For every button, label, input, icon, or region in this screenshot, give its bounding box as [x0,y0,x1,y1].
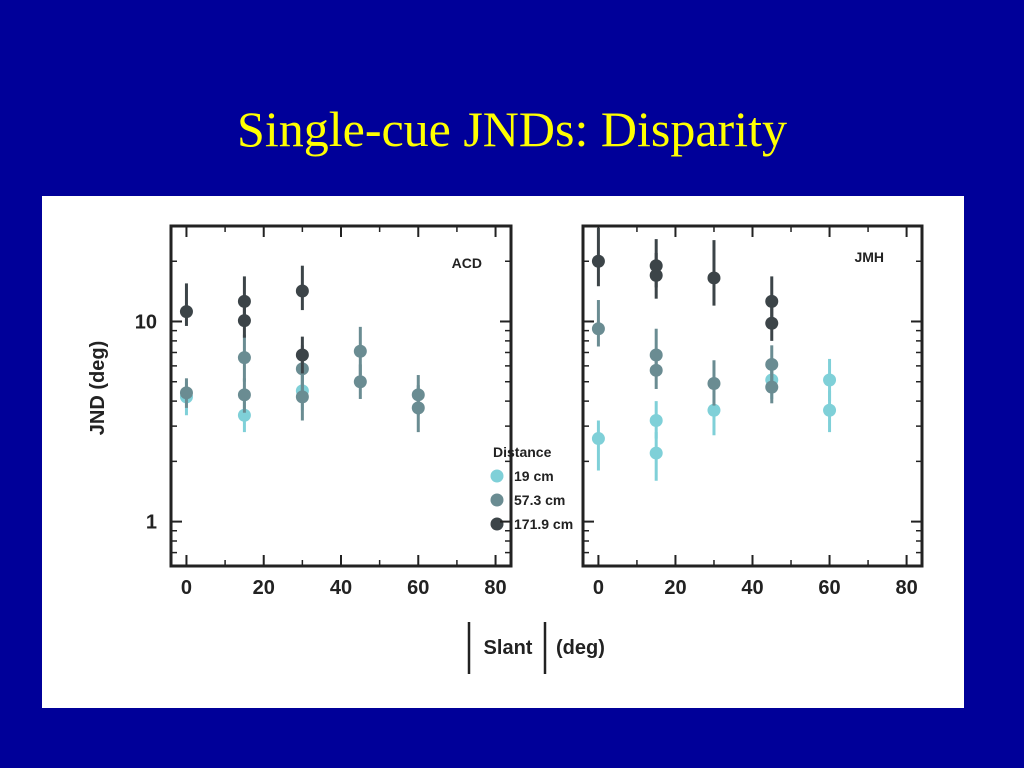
acd-data-point-171-9-cm [237,314,251,328]
jmh-data-point-19-cm [707,403,721,417]
jmh-data-point-171-9-cm [765,316,779,330]
acd-plot-frame [169,224,513,568]
slide-title: Single-cue JNDs: Disparity [237,101,787,157]
acd-data-point-171-9-cm [295,284,309,298]
chart-svg: ACD JMH JND (deg) Slant (deg) Distance 1… [87,224,924,674]
acd-data-point-57-3-cm [237,351,251,365]
jmh-data-point-171-9-cm [765,294,779,308]
jmh-panel-label: JMH [854,249,884,265]
jmh-data-point-57-3-cm [765,357,779,371]
chart-marks-layer: 1 10 0 20 40 60 80 0 20 40 60 80 [135,225,922,599]
acd-x-tick-label: 0 [181,577,192,599]
jmh-data-point-171-9-cm [591,254,605,268]
jmh-x-tick-label: 60 [818,577,840,599]
jmh-x-tick-label: 20 [664,577,686,599]
jmh-data-point-19-cm [591,432,605,446]
jmh-data-point-57-3-cm [649,363,663,377]
legend-label-19cm: 19 cm [514,468,554,484]
acd-panel-label: ACD [452,255,482,271]
jmh-plot-frame [581,224,924,568]
jmh-data-point-171-9-cm [649,268,663,282]
jmh-data-point-19-cm [649,414,663,428]
acd-data-point-171-9-cm [179,305,193,319]
y-axis-title: JND (deg) [87,341,109,435]
acd-x-tick-label: 20 [253,577,275,599]
y-tick-label: 10 [135,311,157,333]
jmh-data-point-171-9-cm [707,271,721,285]
legend-marker-19cm [490,469,504,483]
acd-data-point-171-9-cm [295,348,309,362]
jmh-data-point-19-cm [823,373,837,387]
jmh-x-tick-label: 0 [593,577,604,599]
acd-x-tick-label: 80 [484,577,506,599]
legend-title: Distance [493,444,552,460]
jmh-data-point-19-cm [823,403,837,417]
acd-data-point-57-3-cm [237,388,251,402]
jmh-data-point-57-3-cm [591,322,605,336]
jmh-data-point-19-cm [649,446,663,460]
legend-label-172cm: 171.9 cm [514,516,573,532]
acd-data-point-57-3-cm [353,344,367,358]
acd-data-point-19-cm [237,408,251,422]
acd-data-point-57-3-cm [411,401,425,415]
figure-panel: ACD JMH JND (deg) Slant (deg) Distance 1… [42,196,964,708]
x-axis-title-slant: Slant [484,637,533,659]
jmh-x-tick-label: 40 [741,577,763,599]
acd-data-point-57-3-cm [295,390,309,404]
jmh-data-point-57-3-cm [765,380,779,394]
jmh-x-tick-label: 80 [895,577,917,599]
acd-x-tick-label: 40 [330,577,352,599]
acd-data-point-57-3-cm [353,375,367,389]
jmh-data-point-57-3-cm [707,376,721,390]
legend-label-57cm: 57.3 cm [514,492,565,508]
legend-marker-172cm [490,517,504,531]
acd-data-point-57-3-cm [179,386,193,400]
legend: Distance 19 cm 57.3 cm 171.9 cm [490,444,573,532]
legend-marker-57cm [490,493,504,507]
acd-x-tick-label: 60 [407,577,429,599]
x-axis-title: Slant (deg) [467,622,605,674]
x-axis-title-unit: (deg) [556,637,605,659]
y-tick-label: 1 [146,512,157,534]
